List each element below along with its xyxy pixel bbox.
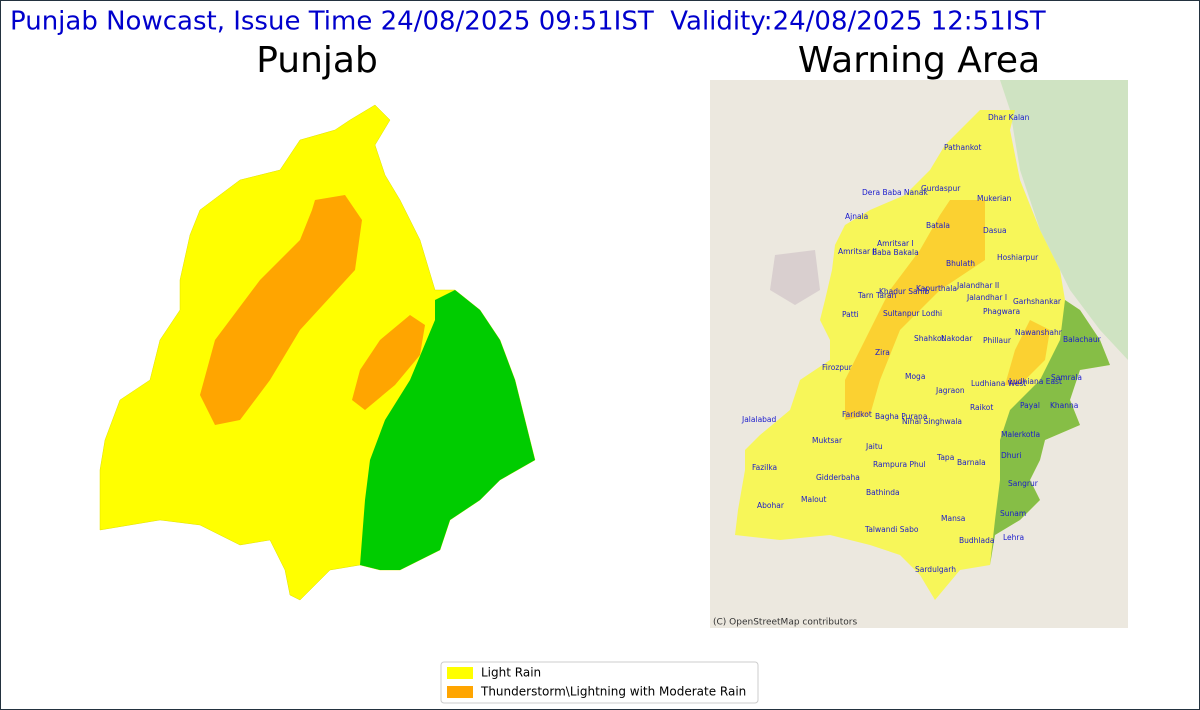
place-label: Dhuri <box>1001 451 1021 460</box>
place-label: Amritsar II <box>838 247 877 256</box>
place-label: Ludhiana West <box>971 379 1026 388</box>
place-label: Rampura Phul <box>873 460 926 469</box>
place-label: Ajnala <box>845 212 868 221</box>
place-label: Muktsar <box>812 436 843 445</box>
place-label: Sangrur <box>1008 479 1039 488</box>
place-label: Balachaur <box>1063 335 1102 344</box>
place-label: Batala <box>926 221 950 230</box>
legend: Light Rain Thunderstorm\Lightning with Mo… <box>440 661 759 704</box>
place-label: Amritsar I <box>877 239 914 248</box>
no-warning-area <box>990 300 1110 565</box>
place-label: Abohar <box>757 501 785 510</box>
place-label: Talwandi Sabo <box>864 525 919 534</box>
place-label: Payal <box>1020 401 1040 410</box>
place-label: Jalandhar I <box>966 293 1007 302</box>
attribution: (C) OpenStreetMap contributors <box>713 618 857 628</box>
place-label: Khadur Sahib <box>879 287 929 296</box>
place-label: Bagha Purana <box>875 412 927 421</box>
legend-label: Thunderstorm\Lightning with Moderate Rai… <box>480 685 746 699</box>
place-label: Malout <box>801 495 826 504</box>
place-label: Kapurthala <box>916 284 957 293</box>
legend-swatch <box>447 686 473 698</box>
panel-title: Punjab <box>256 40 378 81</box>
place-label: Raikot <box>970 403 993 412</box>
place-label: Bathinda <box>866 488 900 497</box>
place-label: Ludhiana East <box>1009 377 1062 386</box>
place-label: Jalalabad <box>741 415 777 424</box>
place-label: Jagraon <box>935 386 965 395</box>
place-label: Khanna <box>1050 401 1078 410</box>
place-label: Bhulath <box>946 259 975 268</box>
place-label: Hoshiarpur <box>997 253 1039 262</box>
legend-label: Light Rain <box>481 666 541 680</box>
thunderstorm-area <box>845 200 985 420</box>
place-label: Firozpur <box>822 363 853 372</box>
place-label: Nihal Singhwala <box>902 417 962 426</box>
place-label: Nawanshahr <box>1015 328 1063 337</box>
place-label: Nakodar <box>941 334 973 343</box>
legend-items: Light Rain Thunderstorm\Lightning with Mo… <box>447 666 746 699</box>
city <box>770 250 820 305</box>
place-label: Zira <box>875 348 890 357</box>
thunderstorm-area <box>200 195 362 425</box>
place-label: Sultanpur Lodhi <box>883 309 942 318</box>
page-title: Punjab Nowcast, Issue Time 24/08/2025 09… <box>10 7 1046 37</box>
place-label: Sardulgarh <box>915 565 956 574</box>
thunderstorm-area <box>1005 320 1050 385</box>
place-label: Sunam <box>1000 509 1026 518</box>
panel-title: Warning Area <box>798 40 1040 81</box>
hills <box>1000 80 1128 360</box>
place-label: Fazilka <box>752 463 777 472</box>
place-label: Budhlada <box>959 536 994 545</box>
place-label: Tapa <box>936 453 954 462</box>
legend-swatch <box>447 667 473 679</box>
place-label: Baba Bakala <box>872 248 919 257</box>
place-label: Dhar Kalan <box>988 113 1030 122</box>
place-label: Lehra <box>1003 533 1024 542</box>
place-label: Tarn Taran <box>857 291 897 300</box>
thunderstorm-area <box>352 315 425 410</box>
place-label: Jaitu <box>865 442 883 451</box>
place-label: Phagwara <box>983 307 1020 316</box>
place-label: Phillaur <box>983 336 1012 345</box>
place-label: Garhshankar <box>1013 297 1062 306</box>
place-label: Dasua <box>983 226 1007 235</box>
place-label: Moga <box>905 372 925 381</box>
place-label: Gidderbaha <box>816 473 860 482</box>
place-label: Samrala <box>1051 373 1082 382</box>
punjab-map <box>99 104 536 601</box>
place-label: Jalandhar II <box>956 281 999 290</box>
place-label: Malerkotla <box>1001 430 1040 439</box>
place-label: Gurdaspur <box>921 184 961 193</box>
place-label: Pathankot <box>944 143 981 152</box>
place-label: Dera Baba Nanak <box>862 188 928 197</box>
place-label: Shahkot <box>914 334 945 343</box>
place-label: Mansa <box>941 514 965 523</box>
place-label: Faridkot <box>842 410 872 419</box>
no-warning-area <box>360 290 535 570</box>
place-label: Barnala <box>957 458 986 467</box>
place-label: Mukerian <box>977 194 1012 203</box>
place-label: Patti <box>842 310 859 319</box>
legend-box <box>440 661 759 704</box>
